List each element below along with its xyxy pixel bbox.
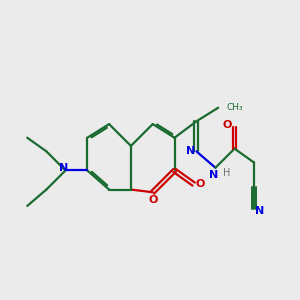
Text: O: O [222, 121, 232, 130]
Text: N: N [255, 206, 264, 216]
Text: O: O [148, 195, 158, 205]
Text: N: N [186, 146, 195, 156]
Text: CH₃: CH₃ [227, 103, 244, 112]
Text: H: H [223, 168, 231, 178]
Text: O: O [196, 179, 205, 189]
Text: N: N [59, 163, 69, 173]
Text: N: N [209, 169, 219, 179]
